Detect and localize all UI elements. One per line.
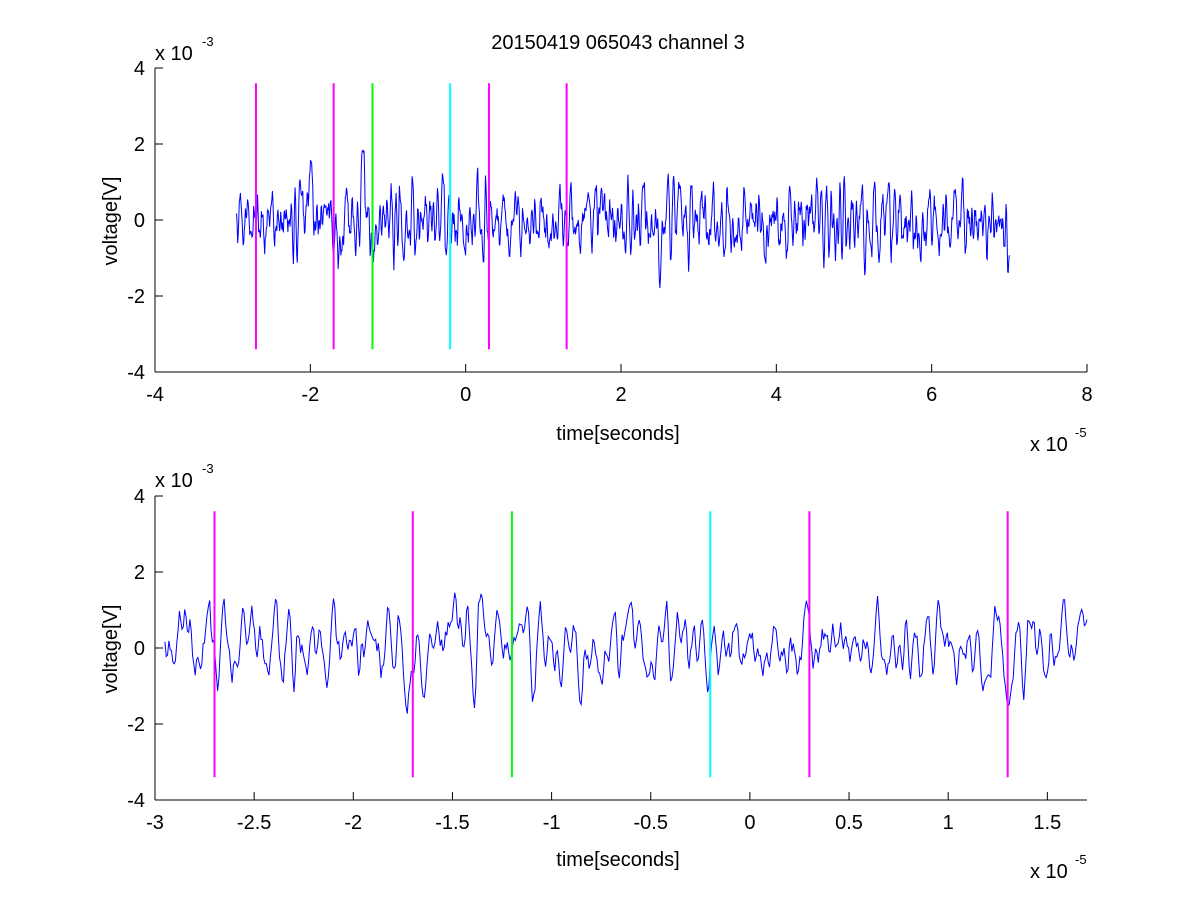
bottom-y-tick-label: 0 [134,638,145,660]
top-x-tick-label: -4 [146,384,164,406]
top-x-axis-label: time[seconds] [556,423,679,445]
top-x-multiplier-exponent: -5 [1075,425,1087,440]
bottom-x-tick-label: 0 [744,812,755,834]
top-y-axis-label: voltage[V] [100,177,122,266]
bottom-x-multiplier-exponent: -5 [1075,852,1087,867]
bottom-x-tick-label: -0.5 [634,812,668,834]
bottom-signal-layer [164,592,1088,714]
bottom-x-tick-label: -2.5 [237,812,271,834]
bottom-x-tick-label: -1.5 [435,812,469,834]
top-y-tick-label: 4 [134,58,145,80]
top-x-tick-label: -2 [301,384,319,406]
top-y-tick-label: 2 [134,134,145,156]
top-x-tick-label: 0 [460,384,471,406]
top-x-tick-label: 8 [1081,384,1092,406]
bottom-x-multiplier: x 10 -5 [1030,852,1087,883]
top-y-multiplier-exponent: -3 [202,34,214,49]
top-y-tick-label: -2 [127,286,145,308]
top-y-multiplier-base: x 10 [155,43,193,65]
bottom-y-multiplier: x 10 -3 [155,461,214,492]
bottom-y-tick-label: 2 [134,562,145,584]
figure-title: 20150419 065043 channel 3 [491,32,745,54]
bottom-x-axis-label: time[seconds] [556,849,679,871]
top-signal-trace [236,149,1010,289]
top-y-tick-label: -4 [127,362,145,384]
bottom-x-tick-label: 1 [943,812,954,834]
bottom-signal-trace [164,592,1088,714]
bottom-y-tick-label: -2 [127,714,145,736]
top-x-multiplier-base: x 10 [1030,434,1068,456]
top-x-multiplier: x 10 -5 [1030,425,1087,456]
top-y-multiplier: x 10 -3 [155,34,214,65]
bottom-x-tick-label: -2 [344,812,362,834]
bottom-y-tick-label: -4 [127,790,145,812]
bottom-axes: -3 -2.5 -2 -1.5 -1 -0.5 0 0.5 1 1.5 -4 -2 0 2 4 time[s… [100,461,1088,883]
bottom-y-multiplier-exponent: -3 [202,461,214,476]
top-x-tick-label: 2 [615,384,626,406]
bottom-x-tick-label: 0.5 [835,812,863,834]
bottom-x-tick-label: -3 [146,812,164,834]
top-y-tick-label: 0 [134,210,145,232]
top-x-tick-label: 6 [926,384,937,406]
bottom-x-tick-label: 1.5 [1033,812,1061,834]
bottom-y-multiplier-base: x 10 [155,470,193,492]
top-tick-layer: -4 -2 0 2 4 6 8 -4 -2 0 2 4 [127,58,1092,406]
bottom-tick-layer: -3 -2.5 -2 -1.5 -1 -0.5 0 0.5 1 1.5 -4 -2 0 2 4 [127,486,1061,834]
bottom-x-tick-label: -1 [543,812,561,834]
top-x-tick-label: 4 [771,384,782,406]
top-axes: -4 -2 0 2 4 6 8 -4 -2 0 2 4 time[seconds] voltage[V… [100,34,1093,456]
bottom-marker-layer [213,511,1009,778]
top-marker-layer [254,83,568,350]
bottom-y-tick-label: 4 [134,486,145,508]
bottom-y-axis-label: voltage[V] [100,605,122,694]
bottom-x-multiplier-base: x 10 [1030,861,1068,883]
top-signal-layer [236,149,1010,289]
